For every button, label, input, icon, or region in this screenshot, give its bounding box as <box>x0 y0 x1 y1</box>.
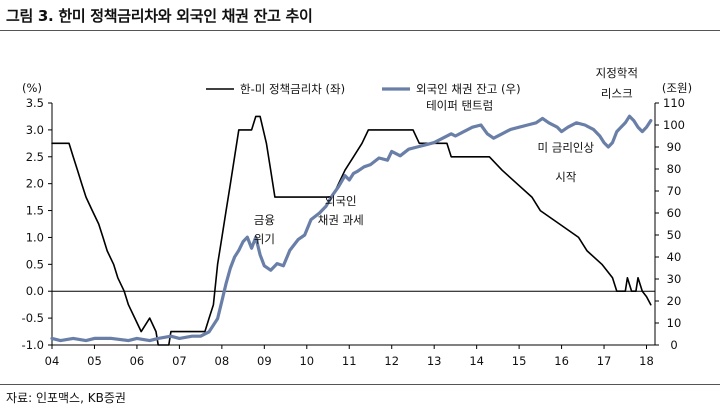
legend-label-rate-gap: 한-미 정책금리차 (좌) <box>240 82 345 96</box>
x-axis-tick-label: 10 <box>299 354 314 368</box>
x-axis-tick-label: 05 <box>87 354 102 368</box>
x-axis-tick-label: 06 <box>130 354 145 368</box>
right-axis-tick-label: 90 <box>667 140 682 154</box>
right-axis-tick-label: 20 <box>667 294 682 308</box>
x-axis-tick-label: 16 <box>554 354 569 368</box>
chart-annotation: 테이퍼 탠트럼 <box>426 98 493 112</box>
x-axis-tick-label: 14 <box>469 354 484 368</box>
x-axis-tick-label: 07 <box>172 354 187 368</box>
left-axis-tick-label: 3.5 <box>26 96 44 110</box>
chart-annotation: 외국인 <box>325 194 357 208</box>
x-axis-tick-label: 11 <box>342 354 357 368</box>
chart-annotation: 시작 <box>555 170 577 184</box>
chart-annotation: 위기 <box>254 232 275 246</box>
left-axis-tick-label: 2.5 <box>26 150 44 164</box>
x-axis-tick-label: 09 <box>257 354 272 368</box>
right-axis-tick-label: 30 <box>667 272 682 286</box>
legend-label-foreign-bond: 외국인 채권 잔고 (우) <box>416 82 521 96</box>
right-axis-unit: (조원) <box>662 81 692 95</box>
left-axis-tick-label: 3.0 <box>26 123 44 137</box>
foreign-bond-line <box>50 114 653 343</box>
chart-annotation: 채권 과세 <box>318 213 364 227</box>
right-axis-tick-label: 80 <box>667 162 682 176</box>
rate-gap-line <box>51 115 652 346</box>
left-axis-tick-label: 0.5 <box>26 257 44 271</box>
x-axis-tick-label: 15 <box>512 354 527 368</box>
right-axis-tick-label: 70 <box>667 184 682 198</box>
right-axis-tick-label: 50 <box>667 228 682 242</box>
x-axis-tick-label: 13 <box>427 354 442 368</box>
x-axis-tick-label: 04 <box>45 354 60 368</box>
source-note: 자료: 인포맥스, KB증권 <box>6 391 126 405</box>
left-axis-tick-label: 0.0 <box>26 284 44 298</box>
chart-annotation: 지정학적 <box>596 66 638 80</box>
left-axis-tick-label: -0.5 <box>22 311 44 325</box>
x-axis-tick-label: 17 <box>597 354 612 368</box>
chart-annotation: 금융 <box>254 213 275 227</box>
left-axis-tick-label: 1.0 <box>26 230 44 244</box>
source-divider <box>0 384 720 385</box>
chart-annotation: 리스크 <box>601 87 633 101</box>
right-axis-tick-label: 110 <box>663 96 685 110</box>
left-axis-tick-label: -1.0 <box>22 338 44 352</box>
x-axis-tick-label: 08 <box>215 354 230 368</box>
right-axis-tick-label: 0 <box>670 338 677 352</box>
left-axis-tick-label: 1.5 <box>26 204 44 218</box>
left-axis-unit: (%) <box>22 81 42 95</box>
right-axis-tick-label: 60 <box>667 206 682 220</box>
left-axis-tick-label: 2.0 <box>26 177 44 191</box>
title-divider <box>0 30 720 31</box>
right-axis-tick-label: 10 <box>667 316 682 330</box>
x-axis-tick-label: 12 <box>384 354 399 368</box>
x-axis-tick-label: 18 <box>639 354 654 368</box>
right-axis-tick-label: 100 <box>663 118 685 132</box>
chart-annotation: 미 금리인상 <box>538 140 595 154</box>
chart-title: 그림 3. 한미 정책금리차와 외국인 채권 잔고 추이 <box>6 7 313 25</box>
right-axis-tick-label: 40 <box>667 250 682 264</box>
